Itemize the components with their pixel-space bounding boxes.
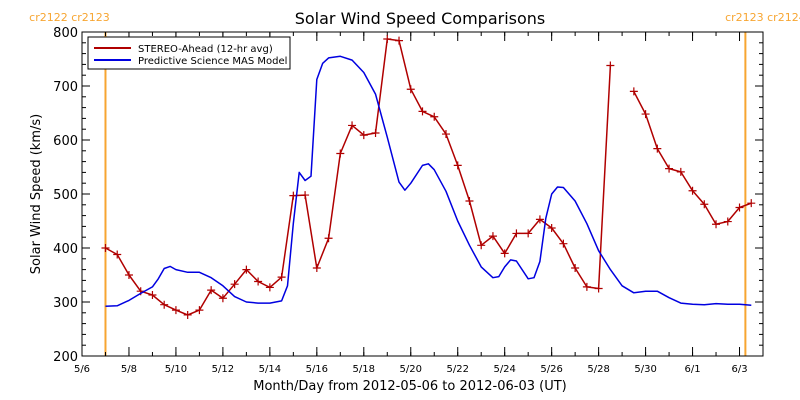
data-point xyxy=(571,263,580,272)
data-point xyxy=(265,283,274,292)
chart-title: Solar Wind Speed Comparisons xyxy=(295,9,546,28)
data-point xyxy=(406,85,415,94)
y-tick-label: 700 xyxy=(53,80,78,95)
y-tick-label: 400 xyxy=(53,242,78,257)
data-point xyxy=(535,215,544,224)
legend-label-stereo: STEREO-Ahead (12-hr avg) xyxy=(138,44,273,55)
x-tick-label: 6/1 xyxy=(685,364,701,375)
carrington-markers: cr2122 cr2123 cr2123 cr2124 xyxy=(29,11,800,356)
data-point xyxy=(582,282,591,291)
data-point xyxy=(230,280,239,289)
y-tick-label: 500 xyxy=(53,188,78,203)
series-line xyxy=(105,38,612,316)
x-axis: 5/6 5/8 5/10 5/12 5/14 5/16 5/18 5/20 5/22 5/24 5/… xyxy=(74,32,764,375)
y-tick-label: 300 xyxy=(53,296,78,311)
data-point xyxy=(594,284,603,293)
data-point xyxy=(418,107,427,116)
x-tick-label: 5/16 xyxy=(306,364,328,375)
data-point xyxy=(629,87,638,96)
x-tick-label: 5/24 xyxy=(493,364,515,375)
x-tick-label: 5/28 xyxy=(587,364,609,375)
series-stereo-ahead xyxy=(101,35,756,319)
data-point xyxy=(242,265,251,274)
data-point xyxy=(277,273,286,282)
data-point xyxy=(348,121,357,130)
data-point xyxy=(383,35,392,44)
data-point xyxy=(430,112,439,121)
data-point xyxy=(207,286,216,295)
x-tick-label: 5/18 xyxy=(353,364,375,375)
x-tick-label: 5/30 xyxy=(634,364,656,375)
data-point xyxy=(160,300,169,309)
legend-box xyxy=(87,36,291,70)
data-point xyxy=(113,250,122,259)
data-point xyxy=(171,306,180,315)
data-point xyxy=(747,199,756,208)
x-tick-label: 6/3 xyxy=(731,364,747,375)
data-point xyxy=(524,229,533,238)
data-point xyxy=(723,217,732,226)
data-point xyxy=(688,186,697,195)
data-point xyxy=(101,244,110,252)
x-tick-label: 5/14 xyxy=(259,364,281,375)
legend: STEREO-Ahead (12-hr avg) Predictive Scie… xyxy=(87,36,291,70)
carrington-label: cr2123 cr2124 xyxy=(725,11,800,24)
y-axis: 200 300 400 500 600 700 800 xyxy=(53,26,763,365)
data-point xyxy=(453,161,462,170)
data-point xyxy=(301,191,310,200)
data-point xyxy=(371,128,380,137)
data-point xyxy=(124,271,133,279)
plot-frame xyxy=(81,31,764,357)
x-tick-label: 5/8 xyxy=(121,364,137,375)
data-point xyxy=(559,239,568,248)
data-point xyxy=(254,277,263,286)
data-point xyxy=(465,197,474,206)
x-axis-label: Month/Day from 2012-05-06 to 2012-06-03 … xyxy=(253,379,566,394)
data-point xyxy=(148,290,157,299)
data-point xyxy=(512,229,521,238)
x-tick-label: 5/6 xyxy=(74,364,90,375)
series-line xyxy=(105,55,752,308)
x-tick-label: 5/26 xyxy=(540,364,562,375)
legend-label-mas: Predictive Science MAS Model xyxy=(138,56,287,67)
data-point xyxy=(488,232,497,241)
data-point xyxy=(606,61,615,70)
x-tick-label: 5/22 xyxy=(446,364,468,375)
y-tick-label: 200 xyxy=(53,350,78,365)
data-point xyxy=(359,131,368,140)
data-point xyxy=(735,203,744,212)
data-point xyxy=(700,200,709,209)
data-point xyxy=(653,144,662,153)
data-point xyxy=(324,234,333,243)
data-point xyxy=(712,220,721,229)
y-tick-label: 800 xyxy=(53,26,78,41)
data-point xyxy=(676,167,685,176)
data-point xyxy=(477,241,486,250)
carrington-label: cr2122 cr2123 xyxy=(29,11,110,24)
data-point xyxy=(547,224,556,233)
data-point xyxy=(395,36,404,45)
data-point xyxy=(336,149,345,158)
data-point xyxy=(183,310,192,319)
x-tick-label: 5/10 xyxy=(165,364,187,375)
data-point xyxy=(665,164,674,173)
series-mas-model xyxy=(105,55,752,308)
data-point xyxy=(312,263,321,272)
y-axis-label: Solar Wind Speed (km/s) xyxy=(29,114,44,274)
series-layer xyxy=(101,35,756,319)
series-line xyxy=(633,91,752,225)
x-tick-label: 5/12 xyxy=(212,364,234,375)
data-point xyxy=(218,294,227,303)
data-point xyxy=(441,130,450,139)
data-point xyxy=(195,306,204,315)
x-tick-label: 5/20 xyxy=(400,364,422,375)
data-point xyxy=(641,110,650,119)
data-point xyxy=(500,249,509,258)
y-tick-label: 600 xyxy=(53,134,78,149)
